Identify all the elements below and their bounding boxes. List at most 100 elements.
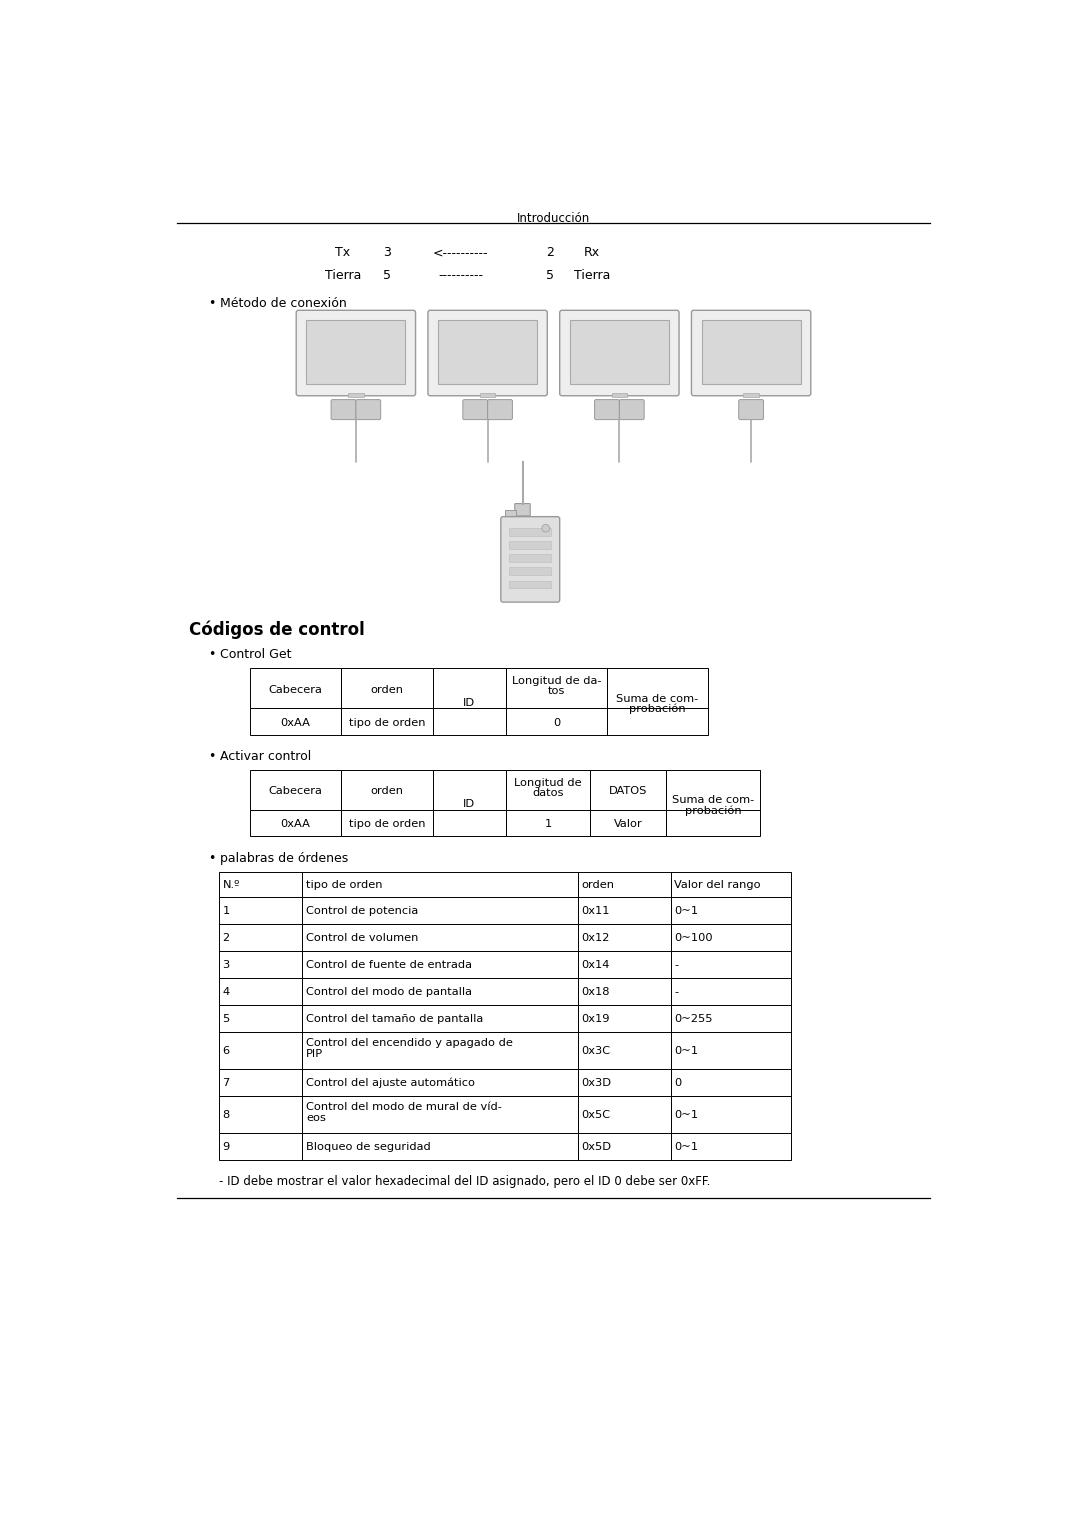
Text: Longitud de da-: Longitud de da- — [512, 676, 602, 686]
Text: tipo de orden: tipo de orden — [349, 820, 426, 829]
Text: 0x3D: 0x3D — [581, 1078, 611, 1087]
Bar — [510, 528, 551, 536]
Bar — [578, 1133, 671, 1159]
FancyBboxPatch shape — [619, 400, 644, 420]
Text: 0xAA: 0xAA — [281, 820, 310, 829]
Text: 0x18: 0x18 — [581, 986, 610, 997]
Bar — [611, 392, 627, 397]
Text: Cabecera: Cabecera — [269, 684, 322, 695]
Bar — [302, 1032, 578, 1069]
Text: Activar control: Activar control — [220, 750, 311, 764]
Bar — [302, 1096, 578, 1133]
Text: Longitud de: Longitud de — [514, 777, 582, 788]
Bar — [438, 321, 537, 385]
Bar — [507, 669, 607, 709]
Bar — [504, 510, 515, 519]
Bar — [671, 924, 791, 951]
Bar — [218, 977, 302, 1005]
Text: tipo de orden: tipo de orden — [349, 718, 426, 728]
Text: orden: orden — [581, 880, 615, 890]
FancyBboxPatch shape — [515, 504, 530, 516]
Text: •: • — [208, 298, 216, 310]
Text: Rx: Rx — [584, 246, 600, 260]
FancyBboxPatch shape — [356, 400, 380, 420]
Text: Control Get: Control Get — [220, 649, 292, 661]
Bar — [578, 1032, 671, 1069]
Bar — [578, 977, 671, 1005]
Text: 0~255: 0~255 — [674, 1014, 713, 1025]
Text: 1: 1 — [222, 906, 230, 916]
Bar — [578, 872, 671, 896]
Bar — [302, 1005, 578, 1032]
Text: •: • — [208, 750, 216, 764]
Text: ID: ID — [463, 799, 475, 809]
Text: 0x12: 0x12 — [581, 933, 610, 944]
Text: Bloqueo de seguridad: Bloqueo de seguridad — [307, 1142, 431, 1151]
Bar — [249, 809, 341, 837]
Bar — [218, 1069, 302, 1096]
Bar — [578, 1069, 671, 1096]
Bar — [348, 392, 364, 397]
Text: Suma de com-: Suma de com- — [617, 693, 699, 704]
Bar — [341, 709, 433, 734]
Text: 0~1: 0~1 — [674, 1110, 699, 1121]
Bar — [480, 392, 496, 397]
Bar — [218, 1096, 302, 1133]
Text: 3: 3 — [383, 246, 391, 260]
Text: probación: probación — [685, 805, 742, 815]
Bar — [578, 896, 671, 924]
Text: 0x19: 0x19 — [581, 1014, 610, 1025]
Text: 0~100: 0~100 — [674, 933, 713, 944]
Bar — [302, 951, 578, 977]
Bar — [302, 924, 578, 951]
FancyBboxPatch shape — [296, 310, 416, 395]
FancyBboxPatch shape — [595, 400, 619, 420]
Text: Valor: Valor — [613, 820, 643, 829]
Text: Control del modo de pantalla: Control del modo de pantalla — [307, 986, 472, 997]
Bar — [507, 809, 590, 837]
Text: datos: datos — [532, 788, 564, 797]
Bar — [702, 321, 800, 385]
Bar — [307, 321, 405, 385]
Text: 1: 1 — [544, 820, 552, 829]
Bar — [570, 321, 669, 385]
Text: •: • — [208, 852, 216, 864]
Text: Cabecera: Cabecera — [269, 786, 322, 796]
Bar — [671, 896, 791, 924]
Bar — [249, 770, 341, 809]
Text: probación: probación — [629, 704, 686, 715]
Bar — [671, 1005, 791, 1032]
Text: 8: 8 — [222, 1110, 230, 1121]
Text: orden: orden — [370, 684, 403, 695]
Bar — [590, 770, 666, 809]
Bar — [666, 809, 760, 837]
Bar — [671, 977, 791, 1005]
Text: Control del ajuste automático: Control del ajuste automático — [307, 1078, 475, 1089]
Text: Control del tamaño de pantalla: Control del tamaño de pantalla — [307, 1014, 484, 1025]
Bar — [671, 872, 791, 896]
Text: 0~1: 0~1 — [674, 1046, 699, 1057]
Bar — [743, 392, 759, 397]
Text: palabras de órdenes: palabras de órdenes — [220, 852, 349, 864]
Text: 0x3C: 0x3C — [581, 1046, 610, 1057]
Bar — [433, 669, 507, 709]
Text: -: - — [674, 960, 678, 970]
Bar — [671, 1096, 791, 1133]
Bar — [341, 809, 433, 837]
Text: Control del modo de mural de víd-: Control del modo de mural de víd- — [307, 1102, 502, 1112]
Bar — [218, 951, 302, 977]
FancyBboxPatch shape — [739, 400, 764, 420]
Circle shape — [542, 524, 550, 531]
FancyBboxPatch shape — [332, 400, 356, 420]
Text: Control del encendido y apagado de: Control del encendido y apagado de — [307, 1038, 513, 1048]
Text: 6: 6 — [222, 1046, 230, 1057]
Text: 2: 2 — [545, 246, 554, 260]
FancyBboxPatch shape — [488, 400, 512, 420]
Bar — [510, 554, 551, 562]
Text: Tx: Tx — [335, 246, 350, 260]
Text: 0xAA: 0xAA — [281, 718, 310, 728]
Bar — [218, 896, 302, 924]
Text: 9: 9 — [222, 1142, 230, 1151]
Bar — [578, 1005, 671, 1032]
Bar — [302, 896, 578, 924]
